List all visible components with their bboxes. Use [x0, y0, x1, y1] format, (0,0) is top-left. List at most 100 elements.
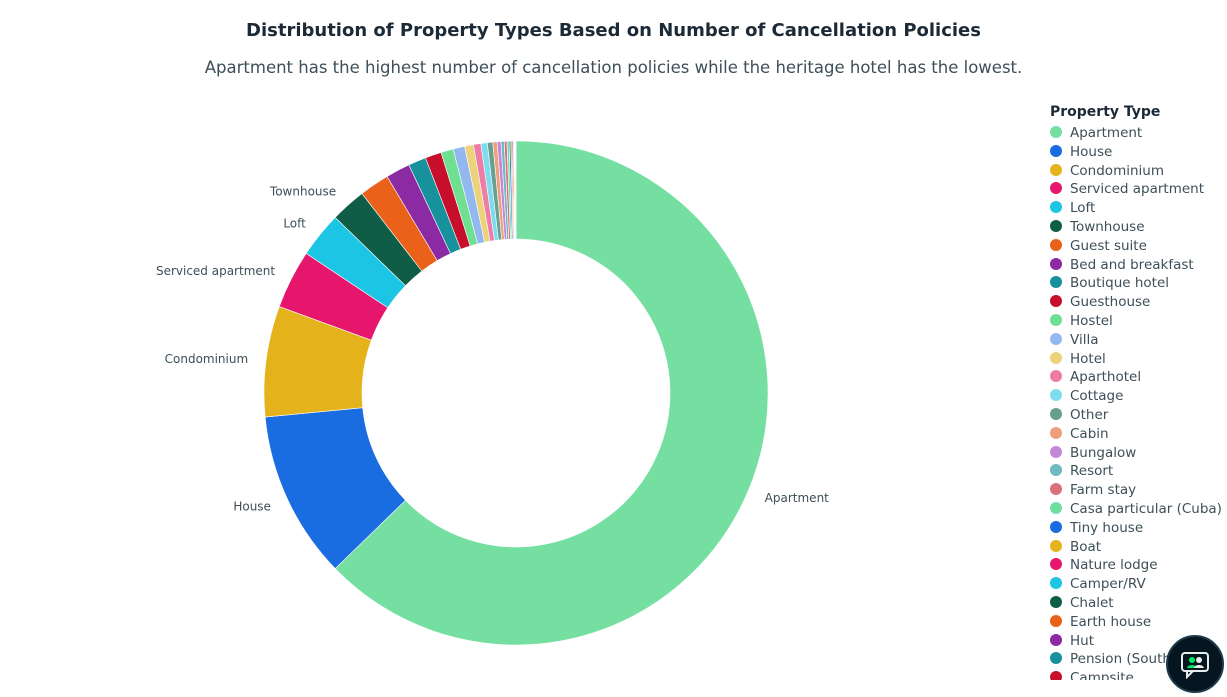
- legend-swatch: [1050, 201, 1062, 214]
- legend: Property Type Apartment House Condominium S…: [1050, 102, 1227, 680]
- legend-swatch: [1050, 577, 1062, 590]
- legend-label: Tiny house: [1070, 519, 1144, 536]
- legend-label: Cabin: [1070, 425, 1109, 442]
- legend-label: Loft: [1070, 200, 1096, 217]
- legend-item-campsite[interactable]: Campsite: [1050, 669, 1227, 680]
- legend-item-tiny-house[interactable]: Tiny house: [1050, 519, 1227, 538]
- legend-swatch: [1050, 539, 1062, 552]
- legend-label: Other: [1070, 406, 1109, 423]
- legend-item-hotel[interactable]: Hotel: [1050, 350, 1227, 369]
- legend-label: Apartment: [1070, 125, 1143, 141]
- legend-swatch: [1050, 614, 1062, 627]
- legend-item-resort[interactable]: Resort: [1050, 462, 1227, 481]
- legend-title: Property Type: [1050, 104, 1161, 120]
- legend-swatch: [1050, 182, 1062, 195]
- legend-item-villa[interactable]: Villa: [1050, 331, 1227, 350]
- chat-support-icon: [1181, 652, 1209, 679]
- legend-swatch: [1050, 445, 1062, 458]
- legend-label: Aparthotel: [1070, 369, 1142, 386]
- legend-label: Boutique hotel: [1070, 275, 1170, 292]
- legend-swatch: [1050, 558, 1062, 571]
- legend-item-loft[interactable]: Loft: [1050, 199, 1227, 218]
- donut-chart: Apartment House Condominium Serviced apartm…: [156, 140, 829, 646]
- legend-label: Bed and breakfast: [1070, 256, 1194, 273]
- legend-label: Serviced apartment: [1070, 181, 1205, 198]
- slice-apartment[interactable]: [334, 140, 769, 646]
- legend-swatch: [1050, 295, 1062, 308]
- legend-swatch: [1050, 370, 1062, 383]
- legend-item-apartment[interactable]: Apartment: [1050, 124, 1227, 143]
- legend-item-guest-suite[interactable]: Guest suite: [1050, 237, 1227, 256]
- legend-swatch: [1050, 332, 1062, 345]
- legend-item-aparthotel[interactable]: Aparthotel: [1050, 368, 1227, 387]
- legend-swatch: [1050, 219, 1062, 232]
- legend-swatch: [1050, 464, 1062, 477]
- legend-label: Nature lodge: [1070, 557, 1158, 574]
- legend-swatch: [1050, 652, 1062, 665]
- chat-support-button[interactable]: [1166, 635, 1224, 693]
- slice-label-serviced-apartment: Serviced apartment: [156, 264, 275, 278]
- legend-label: Chalet: [1070, 594, 1114, 611]
- legend-label: Villa: [1070, 331, 1099, 348]
- legend-label: Bungalow: [1070, 444, 1137, 461]
- legend-label: Hostel: [1070, 312, 1113, 329]
- legend-swatch: [1050, 501, 1062, 514]
- legend-item-guesthouse[interactable]: Guesthouse: [1050, 293, 1227, 312]
- slice-label-townhouse: Townhouse: [269, 185, 336, 199]
- legend-swatch: [1050, 276, 1062, 289]
- legend-label: Guesthouse: [1070, 294, 1151, 311]
- legend-swatch: [1050, 426, 1062, 439]
- legend-label: Townhouse: [1070, 218, 1145, 235]
- slice-label-apartment: Apartment: [765, 491, 829, 505]
- legend-item-boat[interactable]: Boat: [1050, 538, 1227, 557]
- legend-label: Campsite: [1070, 670, 1134, 680]
- legend-item-earth-house[interactable]: Earth house: [1050, 613, 1227, 632]
- legend-swatch: [1050, 351, 1062, 364]
- legend-item-chalet[interactable]: Chalet: [1050, 594, 1227, 613]
- legend-item-condominium[interactable]: Condominium: [1050, 162, 1227, 181]
- legend-swatch: [1050, 238, 1062, 251]
- legend-item-serviced-apartment[interactable]: Serviced apartment: [1050, 180, 1227, 199]
- legend-swatch: [1050, 126, 1062, 138]
- slice-label-house: House: [233, 499, 271, 513]
- chart-title: Distribution of Property Types Based on …: [246, 20, 981, 41]
- legend-swatch: [1050, 520, 1062, 533]
- legend-label: Condominium: [1070, 162, 1164, 179]
- legend-swatch: [1050, 144, 1062, 157]
- legend-swatch: [1050, 407, 1062, 420]
- legend-item-hut[interactable]: Hut: [1050, 632, 1227, 651]
- legend-item-cottage[interactable]: Cottage: [1050, 387, 1227, 406]
- legend-item-farm-stay[interactable]: Farm stay: [1050, 481, 1227, 500]
- legend-label: Guest suite: [1070, 237, 1147, 254]
- legend-item-bungalow[interactable]: Bungalow: [1050, 444, 1227, 463]
- legend-item-bed-and-breakfast[interactable]: Bed and breakfast: [1050, 256, 1227, 275]
- legend-swatch: [1050, 389, 1062, 402]
- legend-item-house[interactable]: House: [1050, 143, 1227, 162]
- slice-label-loft: Loft: [283, 216, 306, 230]
- legend-item-casa-particular-cuba[interactable]: Casa particular (Cuba): [1050, 500, 1227, 519]
- legend-swatch: [1050, 595, 1062, 608]
- legend-item-boutique-hotel[interactable]: Boutique hotel: [1050, 274, 1227, 293]
- legend-swatch: [1050, 671, 1062, 680]
- legend-label: Camper/RV: [1070, 576, 1146, 593]
- legend-item-cabin[interactable]: Cabin: [1050, 425, 1227, 444]
- legend-label: House: [1070, 143, 1113, 160]
- chart-subtitle: Apartment has the highest number of canc…: [204, 58, 1023, 77]
- slice-label-condominium: Condominium: [165, 352, 249, 366]
- legend-label: Earth house: [1070, 613, 1152, 630]
- legend-item-townhouse[interactable]: Townhouse: [1050, 218, 1227, 237]
- legend-swatch: [1050, 163, 1062, 176]
- legend-swatch: [1050, 483, 1062, 496]
- legend-label: Boat: [1070, 538, 1102, 555]
- legend-item-camper-rv[interactable]: Camper/RV: [1050, 575, 1227, 594]
- legend-label: Casa particular (Cuba): [1070, 500, 1222, 517]
- legend-label: Hut: [1070, 632, 1095, 649]
- legend-swatch: [1050, 313, 1062, 326]
- legend-label: Hotel: [1070, 350, 1106, 367]
- legend-item-hostel[interactable]: Hostel: [1050, 312, 1227, 331]
- legend-label: Resort: [1070, 463, 1114, 480]
- legend-label: Cottage: [1070, 388, 1124, 405]
- legend-swatch: [1050, 257, 1062, 270]
- legend-item-nature-lodge[interactable]: Nature lodge: [1050, 556, 1227, 575]
- legend-item-other[interactable]: Other: [1050, 406, 1227, 425]
